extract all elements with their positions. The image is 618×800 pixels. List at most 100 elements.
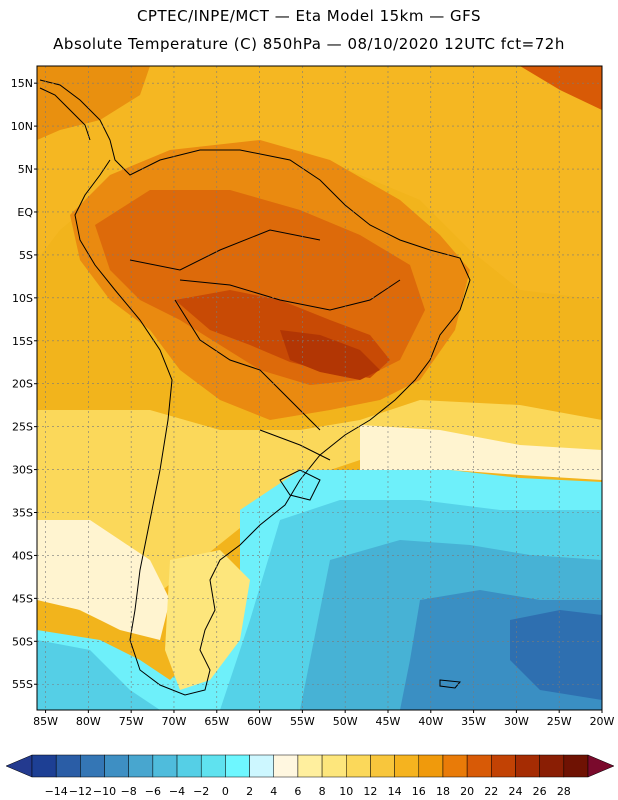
lat-tick-label: 35S [12, 507, 33, 520]
lat-tick-label: 10N [11, 120, 33, 133]
colorbar-swatch [176, 754, 202, 778]
lon-tick-label: 60W [247, 715, 272, 728]
latitude-axis: 15N 10N 5N EQ 5S 10S 15S 20S 25S 30S 35S 40S 45S 50S 5… [11, 77, 37, 691]
central-america-coast [39, 87, 91, 141]
lat-tick-label: 45S [12, 592, 33, 605]
colorbar-swatch [152, 754, 178, 778]
field-cream-west [37, 520, 170, 640]
river-plate [279, 469, 321, 501]
lat-tick-label: 15N [11, 77, 33, 90]
colorbar-label: −8 [121, 785, 137, 798]
longitude-axis: 85W 80W 75W 70W 65W 60W 55W 50W 45W 40W 35W 30W 25W 2… [33, 710, 615, 728]
colorbar-label: 6 [294, 785, 301, 798]
lon-tick-label: 30W [504, 715, 529, 728]
lon-tick-label: 65W [204, 715, 229, 728]
field-cream-east [360, 425, 602, 480]
colorbar-swatch [346, 754, 371, 778]
colorbar-swatch [394, 754, 420, 778]
colorbar-label: 0 [222, 785, 229, 798]
lon-tick-label: 70W [162, 715, 187, 728]
colorbar-swatch [442, 754, 468, 778]
colorbar-swatch [563, 754, 589, 778]
lat-tick-label: 40S [12, 549, 33, 562]
lon-tick-label: 75W [119, 715, 144, 728]
colorbar-label: 28 [557, 785, 571, 798]
plot-frame [36, 65, 603, 711]
lat-tick-label: 20S [12, 378, 33, 391]
colorbar-swatch [297, 754, 323, 778]
lat-tick-label: 5S [19, 249, 33, 262]
colorbar-labels: −14 −12 −10 −8 −6 −4 −2 0 2 4 6 8 10 12 14 16 18 20 22 24 26… [45, 785, 571, 798]
field-pacific-south [37, 640, 160, 710]
colorbar-label: −6 [145, 785, 161, 798]
colorbar-label: 4 [270, 785, 277, 798]
colorbar-label: 8 [319, 785, 326, 798]
field-patagonia [165, 550, 250, 690]
lat-tick-label: 15S [12, 335, 33, 348]
colorbar-label: 14 [388, 785, 402, 798]
colorbar-label: −14 [45, 785, 68, 798]
lat-tick-label: 10S [12, 292, 33, 305]
field-hot-peak [280, 330, 380, 380]
field-blue-deepest [510, 610, 602, 700]
lat-tick-label: 25S [12, 421, 33, 434]
lon-tick-label: 45W [376, 715, 401, 728]
colorbar-swatch [249, 754, 274, 778]
lat-tick-label: 5N [18, 163, 33, 176]
colorbar-swatch [31, 754, 57, 778]
colorbar-label: −2 [193, 785, 209, 798]
lat-tick-label: 50S [12, 635, 33, 648]
falklands [439, 679, 461, 689]
lon-tick-label: 85W [33, 715, 58, 728]
colorbar-label: 16 [412, 785, 426, 798]
field-pacific-north [37, 66, 150, 140]
colorbar-label: 10 [339, 785, 353, 798]
colorbar-swatch [128, 754, 154, 778]
colorbar-swatch [55, 754, 81, 778]
colorbar-label: 2 [246, 785, 253, 798]
colorbar-swatch [370, 754, 395, 778]
south-america-coast [39, 79, 471, 696]
lon-tick-label: 40W [418, 715, 443, 728]
colorbar-swatch [104, 754, 129, 778]
lat-tick-label: 30S [12, 464, 33, 477]
colorbar-label: 24 [508, 785, 522, 798]
lat-tick-label: EQ [17, 206, 33, 219]
colorbar-label: 20 [460, 785, 474, 798]
colorbar-label: 12 [363, 785, 377, 798]
lon-tick-label: 35W [461, 715, 486, 728]
border-south [259, 429, 331, 461]
border-amazon [129, 229, 321, 271]
temperature-field [37, 66, 602, 710]
lon-tick-label: 50W [333, 715, 358, 728]
colorbar-swatch [200, 754, 226, 778]
colorbar-label: 22 [484, 785, 498, 798]
colorbar-swatch [515, 754, 540, 778]
colorbar-swatch [466, 754, 492, 778]
colorbar-label: 26 [533, 785, 547, 798]
colorbar-label: −10 [93, 785, 116, 798]
colorbar-swatch [539, 754, 565, 778]
map-title-line-2: Absolute Temperature (C) 850hPa — 08/10/… [53, 35, 565, 53]
lon-tick-label: 25W [547, 715, 572, 728]
colorbar-swatch [491, 754, 516, 778]
colorbar [5, 754, 615, 778]
colorbar-swatch [321, 754, 347, 778]
field-corner-ne [520, 66, 602, 110]
coastlines [39, 79, 471, 696]
map-title-line-1: CPTEC/INPE/MCT — Eta Model 15km — GFS [136, 7, 482, 25]
lat-tick-label: 55S [12, 678, 33, 691]
border-bolivia [174, 299, 321, 431]
colorbar-high-arrow [587, 754, 615, 778]
colorbar-low-arrow [5, 754, 33, 778]
field-north [37, 66, 602, 300]
lon-tick-label: 55W [290, 715, 315, 728]
lon-tick-label: 80W [76, 715, 101, 728]
lon-tick-label: 20W [590, 715, 615, 728]
border-north [179, 279, 401, 311]
colorbar-swatch [225, 754, 250, 778]
colorbar-swatch [273, 754, 299, 778]
colorbar-swatch [80, 754, 105, 778]
colorbar-label: −4 [169, 785, 185, 798]
